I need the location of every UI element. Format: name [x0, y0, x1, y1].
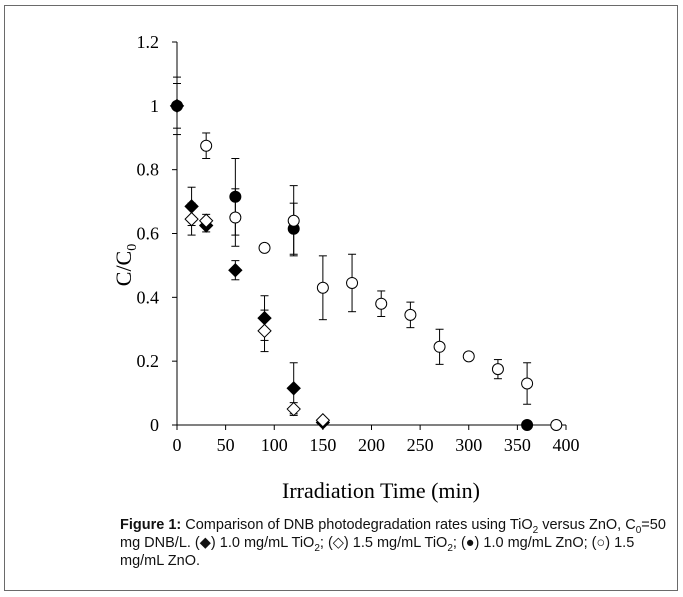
data-point-open-circle	[229, 211, 242, 224]
caption-label: Figure 1:	[120, 517, 182, 533]
data-point-open-diamond	[198, 213, 214, 228]
figure-caption: Figure 1: Comparison of DNB photodegrada…	[120, 516, 670, 570]
data-point-open-circle	[346, 276, 359, 289]
x-tick-label: 300	[455, 435, 482, 455]
caption-text-1: Comparison of DNB photodegradation rates…	[181, 517, 533, 533]
y-axis-label: C/C0	[111, 244, 140, 286]
data-point-open-diamond	[286, 401, 301, 417]
data-point-open-circle	[200, 139, 213, 152]
x-tick-label: 350	[504, 435, 531, 455]
tick-labels: 0 50 100 150 200 250 300 350 400 0 0.2 0.4 0.6 0.8 1 1.…	[137, 32, 580, 455]
series-open-diamond	[184, 202, 331, 428]
caption-text-5: ; (●) 1.0 mg/mL ZnO; (○) 1.5 mg/mL ZnO.	[120, 535, 635, 569]
data-point-open-diamond	[257, 323, 272, 339]
caption-sub-2: 0	[635, 524, 642, 536]
data-point-open-circle	[491, 363, 504, 376]
data-point-open-circle	[521, 377, 534, 390]
scatter-chart: 0 50 100 150 200 250 300 350 400 0 0.2 0.4 0.6 0.8 1 1.…	[111, 32, 580, 503]
x-tick-label: 250	[407, 435, 434, 455]
x-tick-label: 100	[261, 435, 288, 455]
axes	[172, 41, 567, 430]
data-point-open-diamond	[315, 413, 331, 428]
caption-text-3: =50 mg DNB/L. (◆) 1.0 mg/mL TiO	[120, 517, 666, 551]
data-point-filled-diamond	[228, 262, 243, 278]
data-point-filled-diamond	[286, 381, 301, 396]
data-point-filled-circle	[171, 99, 183, 112]
series-open-circle	[200, 132, 563, 431]
data-point-open-circle	[404, 308, 417, 321]
series-filled-diamond	[169, 76, 331, 430]
data-marks	[169, 76, 563, 431]
data-point-open-circle	[258, 241, 271, 254]
y-tick-label: 1.2	[137, 32, 160, 52]
caption-sub-4: 2	[447, 542, 453, 554]
data-point-open-circle	[550, 419, 563, 431]
data-point-open-circle	[375, 297, 388, 310]
x-axis-label: Irradiation Time (min)	[282, 478, 480, 503]
x-tick-label: 400	[553, 435, 580, 455]
y-tick-label: 1	[150, 96, 159, 116]
data-point-open-circle	[316, 281, 329, 294]
x-tick-label: 150	[309, 435, 336, 455]
data-point-open-circle	[462, 350, 475, 363]
y-tick-label: 0.6	[137, 224, 160, 244]
caption-sub-1: 2	[532, 524, 539, 536]
caption-text-2: versus ZnO, C	[538, 517, 636, 533]
y-tick-label: 0	[150, 415, 159, 435]
figure-frame	[4, 5, 678, 591]
y-axis-label-sub: 0	[125, 244, 140, 251]
data-point-open-circle	[433, 340, 446, 353]
x-tick-label: 0	[173, 435, 182, 455]
caption-text-4: ; (◇) 1.5 mg/mL TiO	[319, 535, 448, 551]
y-tick-label: 0.4	[137, 287, 160, 307]
data-point-open-diamond	[184, 211, 199, 227]
y-tick-label: 0.8	[137, 160, 160, 180]
x-tick-label: 200	[358, 435, 385, 455]
y-axis-label-main: C/C	[111, 251, 136, 286]
caption-sub-3: 2	[314, 542, 320, 554]
data-point-open-circle	[287, 214, 300, 227]
x-tick-label: 50	[217, 435, 235, 455]
y-tick-label: 0.2	[137, 351, 160, 371]
data-point-filled-circle	[521, 419, 534, 431]
